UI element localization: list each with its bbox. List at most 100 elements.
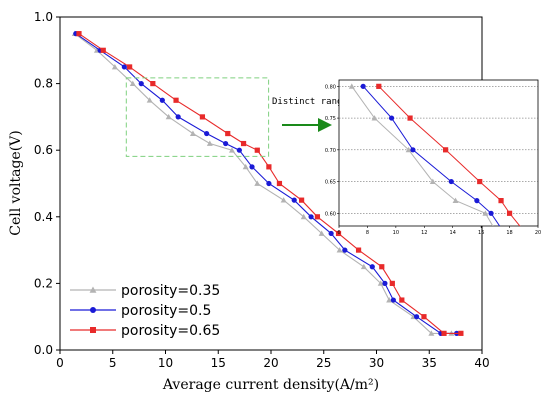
inset-data-point (448, 178, 454, 185)
x-tick-label: 20 (263, 356, 278, 370)
inset-data-point (429, 178, 436, 184)
data-point (390, 297, 396, 303)
y-tick-label: 0.2 (34, 276, 53, 290)
inset-data-point (388, 115, 395, 121)
data-point (204, 130, 210, 137)
inset-data-point (371, 115, 378, 121)
x-tick-label: 35 (422, 356, 437, 370)
inset-y-tick-label: 0.80 (325, 84, 336, 90)
legend-marker (89, 286, 97, 293)
data-point (336, 247, 343, 253)
inset-x-tick-label: 14 (450, 230, 456, 236)
inset-x-ticks: 6 8 10 12 14 16 18 20 (337, 226, 541, 236)
data-point (360, 263, 367, 270)
x-tick-label: 25 (316, 356, 331, 370)
data-point (300, 213, 307, 220)
legend-label: porosity=0.65 (121, 323, 220, 339)
x-axis-title: Average current density(A/m²) (162, 377, 379, 393)
x-tick-label: 30 (369, 356, 384, 370)
data-point (369, 264, 375, 270)
data-point (206, 140, 213, 146)
legend-label: porosity=0.5 (121, 303, 211, 319)
data-point (386, 297, 393, 303)
distinct-range-label: Distinct range (272, 97, 348, 107)
inset-x-tick-label: 20 (535, 230, 541, 236)
y-tick-label: 0.8 (34, 77, 53, 91)
inset-data-point (376, 83, 382, 89)
data-point (129, 80, 136, 86)
inset-x-tick-label: 16 (478, 230, 484, 236)
legend-label: porosity=0.35 (121, 283, 220, 299)
inset-y-tick-label: 0.70 (325, 148, 336, 154)
data-point (298, 197, 305, 203)
data-point (342, 247, 348, 253)
data-point (165, 113, 172, 120)
data-point (355, 247, 362, 253)
data-point (76, 31, 82, 37)
data-point (254, 147, 260, 153)
data-point (382, 280, 388, 286)
main-x-ticks: 0 5 10 15 20 25 30 35 40 (56, 350, 490, 370)
inset-data-point (360, 83, 366, 89)
main-series (71, 30, 464, 336)
data-point (377, 280, 384, 286)
inset-plot-frame (338, 79, 539, 227)
data-point (150, 81, 156, 87)
inset-data-point (501, 242, 507, 247)
data-point (421, 314, 427, 320)
data-point (189, 130, 196, 136)
data-point (228, 147, 235, 153)
main-chart: 0 5 10 15 20 25 30 35 40 0.0 0.2 0.4 0.6 0.8 1.0 Aver… (8, 10, 490, 393)
x-tick-label: 0 (56, 356, 64, 370)
data-point (389, 280, 395, 286)
data-point (413, 314, 420, 320)
inset-x-tick-label: 6 (337, 230, 340, 236)
data-point (276, 180, 283, 187)
data-point (379, 264, 385, 270)
data-point (242, 163, 249, 170)
inset-data-point (474, 198, 480, 204)
inset-data-point (407, 115, 413, 121)
data-point (225, 130, 231, 137)
data-point (291, 197, 297, 203)
inset-grid (339, 86, 538, 214)
distinct-range-annotation: Distinct range (272, 97, 348, 132)
x-tick-label: 40 (474, 356, 489, 370)
main-y-ticks: 0.0 0.2 0.4 0.6 0.8 1.0 (34, 10, 60, 357)
y-tick-label: 0.0 (34, 343, 53, 357)
data-point (236, 147, 242, 153)
data-point (399, 297, 405, 303)
data-point (121, 64, 127, 70)
data-point (280, 197, 287, 203)
inset-y-tick-label: 0.60 (325, 211, 336, 217)
inset-data-point (482, 210, 489, 216)
inset-x-tick-label: 10 (393, 230, 399, 236)
data-point (240, 140, 247, 147)
data-point (441, 330, 447, 336)
data-point (175, 114, 181, 120)
legend: porosity=0.35 porosity=0.5 porosity=0.65 (70, 283, 220, 339)
data-point (266, 164, 272, 170)
data-point (100, 47, 106, 53)
inset-data-point (410, 147, 416, 153)
legend-marker (90, 327, 96, 333)
data-point (458, 330, 464, 336)
inset-y-tick-label: 0.75 (325, 116, 336, 122)
inset-data-point (510, 242, 515, 247)
inset-y-ticks: 0.60 0.65 0.70 0.75 0.80 (325, 84, 339, 217)
x-tick-label: 15 (211, 356, 226, 370)
data-point (328, 230, 334, 237)
inset-data-point (506, 210, 513, 216)
inset-chart: 6 8 10 12 14 16 18 20 0.60 0.65 0.70 0.75 0.80 (325, 79, 541, 247)
data-point (127, 64, 133, 70)
y-tick-label: 0.4 (34, 210, 53, 224)
data-point (223, 140, 229, 147)
x-tick-label: 5 (109, 356, 117, 370)
data-point (159, 97, 165, 103)
legend-marker (90, 307, 96, 313)
inset-x-tick-label: 8 (366, 230, 369, 236)
inset-series (348, 83, 521, 247)
data-point (138, 81, 144, 87)
inset-data-point (443, 147, 449, 153)
data-point (314, 214, 321, 220)
